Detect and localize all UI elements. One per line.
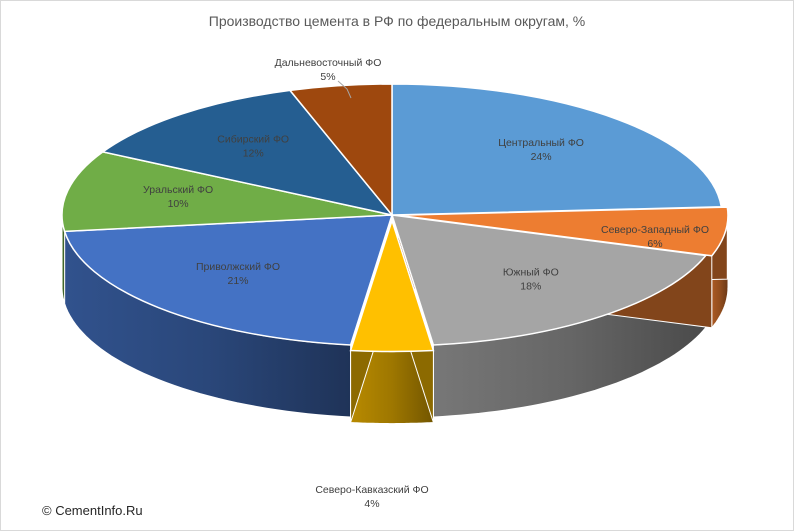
value-slice-7: 12% [243, 147, 264, 159]
label-slice-3: Южный ФО [503, 267, 559, 279]
slice-3 [390, 214, 708, 346]
label-slice-1: Центральный ФО [498, 137, 584, 149]
label-slice-6: Уральский ФО [143, 184, 213, 196]
pie-labels: Центральный ФО 24% Северо-Западный ФО 6% Южн… [143, 57, 709, 510]
slice-7 [100, 89, 394, 217]
value-slice-6: 10% [168, 198, 189, 210]
copyright-text: © CementInfo.Ru [42, 503, 143, 518]
slice-5 [63, 214, 394, 346]
slice-1 [391, 83, 723, 216]
value-slice-4: 4% [364, 498, 379, 510]
slice-8 [288, 83, 393, 218]
slice-6 [61, 151, 393, 233]
slice-4 [349, 218, 435, 353]
slice-2 [397, 206, 729, 257]
label-slice-2: Северо-Западный ФО [601, 224, 709, 236]
label-slice-4: Северо-Кавказский ФО [315, 484, 428, 496]
value-slice-5: 21% [227, 275, 248, 287]
label-slice-8: Дальневосточный ФО [275, 57, 382, 69]
leader-line-far-eastern [337, 80, 352, 99]
label-slice-7: Сибирский ФО [217, 133, 289, 145]
pie-top [61, 83, 729, 353]
value-slice-8: 5% [320, 71, 335, 83]
chart-title: Производство цемента в РФ по федеральным… [208, 13, 586, 29]
value-slice-3: 18% [520, 281, 541, 293]
value-slice-2: 6% [647, 238, 662, 250]
value-slice-1: 24% [531, 151, 552, 163]
label-slice-5: Приволжский ФО [196, 261, 280, 273]
